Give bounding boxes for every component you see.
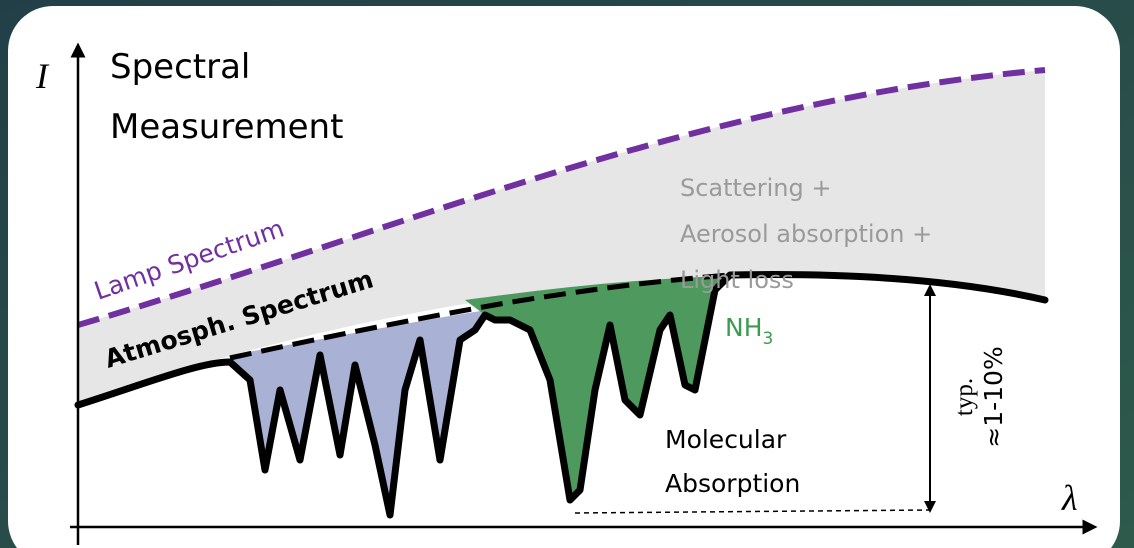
x-axis-label: λ bbox=[1061, 478, 1078, 518]
molecular-label: Molecular bbox=[665, 425, 787, 454]
y-axis-label: I bbox=[35, 56, 50, 96]
losses-label: Light loss bbox=[680, 266, 794, 294]
diagram: I λ Spectral Measurement Lamp Spectrum A… bbox=[0, 0, 1134, 548]
nh3-base: NH bbox=[725, 313, 763, 342]
depth-label: ≈1-10% bbox=[979, 346, 1008, 447]
molecular-label: Absorption bbox=[665, 469, 800, 498]
nh3-subscript: 3 bbox=[763, 329, 774, 349]
depth-label: typ. bbox=[951, 378, 978, 416]
losses-label: Aerosol absorption + bbox=[680, 220, 932, 248]
page: I λ Spectral Measurement Lamp Spectrum A… bbox=[0, 0, 1134, 548]
title: Measurement bbox=[110, 107, 343, 147]
losses-label: Scattering + bbox=[680, 174, 831, 202]
title: Spectral bbox=[110, 47, 250, 87]
